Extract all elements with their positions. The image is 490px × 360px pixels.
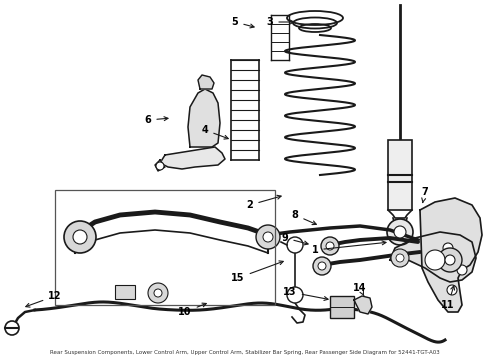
- Circle shape: [443, 243, 453, 253]
- Circle shape: [5, 321, 19, 335]
- Text: 13: 13: [283, 287, 328, 301]
- Circle shape: [318, 262, 326, 270]
- Text: 3: 3: [267, 17, 294, 27]
- Circle shape: [156, 162, 164, 170]
- Text: 14: 14: [353, 283, 367, 296]
- Text: 7: 7: [421, 187, 428, 203]
- Text: 9: 9: [282, 233, 308, 245]
- Circle shape: [321, 237, 339, 255]
- Text: 6: 6: [145, 115, 168, 125]
- Polygon shape: [390, 232, 476, 282]
- Circle shape: [287, 237, 303, 253]
- Bar: [388, 140, 412, 210]
- Polygon shape: [155, 160, 165, 171]
- Circle shape: [154, 289, 162, 297]
- Text: 15: 15: [231, 261, 283, 283]
- Circle shape: [387, 219, 413, 245]
- Bar: [55, 190, 275, 305]
- Circle shape: [263, 232, 273, 242]
- Circle shape: [391, 249, 409, 267]
- Text: 2: 2: [246, 195, 281, 210]
- Text: 4: 4: [201, 125, 228, 139]
- Text: 8: 8: [292, 210, 317, 225]
- Text: 11: 11: [441, 286, 455, 310]
- Circle shape: [326, 242, 334, 250]
- Circle shape: [394, 226, 406, 238]
- Circle shape: [73, 230, 87, 244]
- Text: 10: 10: [178, 303, 206, 317]
- Polygon shape: [420, 198, 482, 312]
- Circle shape: [396, 254, 404, 262]
- Text: Rear Suspension Components, Lower Control Arm, Upper Control Arm, Stabilizer Bar: Rear Suspension Components, Lower Contro…: [50, 350, 440, 355]
- Text: 12: 12: [26, 291, 62, 307]
- Circle shape: [447, 285, 457, 295]
- Circle shape: [313, 257, 331, 275]
- Polygon shape: [160, 147, 225, 169]
- Bar: [115, 285, 135, 299]
- Text: 1: 1: [312, 241, 386, 255]
- Circle shape: [438, 248, 462, 272]
- Polygon shape: [188, 89, 220, 147]
- Text: 5: 5: [232, 17, 254, 28]
- Circle shape: [425, 250, 445, 270]
- Circle shape: [148, 283, 168, 303]
- Bar: [330, 296, 354, 318]
- Circle shape: [457, 265, 467, 275]
- Circle shape: [256, 225, 280, 249]
- Circle shape: [287, 287, 303, 303]
- Circle shape: [445, 255, 455, 265]
- Circle shape: [64, 221, 96, 253]
- Polygon shape: [198, 75, 214, 89]
- Polygon shape: [354, 296, 372, 314]
